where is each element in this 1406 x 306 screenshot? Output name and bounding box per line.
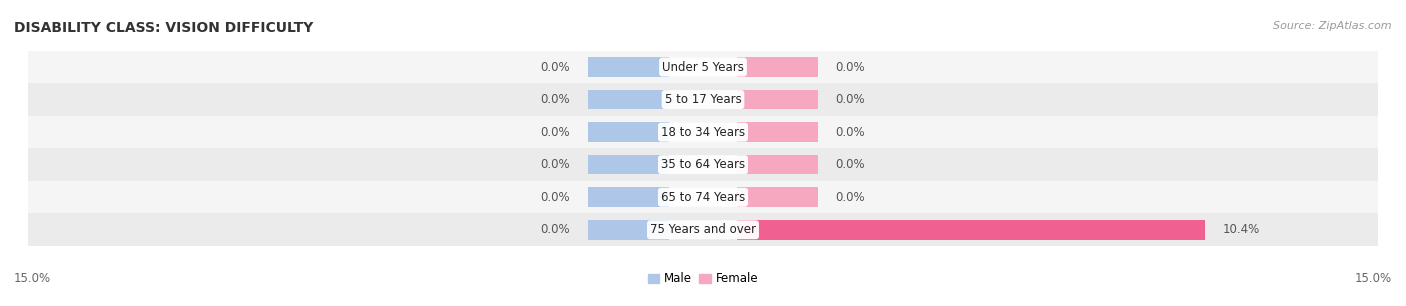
- Text: Source: ZipAtlas.com: Source: ZipAtlas.com: [1274, 21, 1392, 32]
- Bar: [588, 220, 669, 240]
- Bar: [28, 116, 1378, 148]
- Text: 0.0%: 0.0%: [835, 158, 865, 171]
- Bar: [588, 122, 669, 142]
- Bar: [737, 122, 818, 142]
- Bar: [737, 188, 818, 207]
- Text: 0.0%: 0.0%: [541, 126, 571, 139]
- Text: 15.0%: 15.0%: [1355, 272, 1392, 285]
- Bar: [28, 214, 1378, 246]
- Bar: [588, 188, 669, 207]
- Text: 0.0%: 0.0%: [541, 93, 571, 106]
- Bar: [737, 57, 818, 77]
- Text: DISABILITY CLASS: VISION DIFFICULTY: DISABILITY CLASS: VISION DIFFICULTY: [14, 21, 314, 35]
- Text: 0.0%: 0.0%: [541, 158, 571, 171]
- Text: 0.0%: 0.0%: [835, 126, 865, 139]
- Text: Under 5 Years: Under 5 Years: [662, 61, 744, 73]
- Bar: [28, 181, 1378, 214]
- Text: 0.0%: 0.0%: [541, 223, 571, 236]
- Text: 0.0%: 0.0%: [835, 191, 865, 204]
- Bar: [28, 51, 1378, 83]
- Text: 15.0%: 15.0%: [14, 272, 51, 285]
- Text: 65 to 74 Years: 65 to 74 Years: [661, 191, 745, 204]
- Bar: [588, 155, 669, 174]
- Text: 18 to 34 Years: 18 to 34 Years: [661, 126, 745, 139]
- Text: 0.0%: 0.0%: [835, 61, 865, 73]
- Text: 5 to 17 Years: 5 to 17 Years: [665, 93, 741, 106]
- Text: 0.0%: 0.0%: [835, 93, 865, 106]
- Bar: [737, 90, 818, 109]
- Bar: [737, 220, 1205, 240]
- Text: 75 Years and over: 75 Years and over: [650, 223, 756, 236]
- Legend: Male, Female: Male, Female: [643, 268, 763, 290]
- Bar: [28, 148, 1378, 181]
- Text: 0.0%: 0.0%: [541, 61, 571, 73]
- Bar: [588, 57, 669, 77]
- Text: 35 to 64 Years: 35 to 64 Years: [661, 158, 745, 171]
- Bar: [737, 155, 818, 174]
- Text: 0.0%: 0.0%: [541, 191, 571, 204]
- Bar: [588, 90, 669, 109]
- Bar: [28, 83, 1378, 116]
- Text: 10.4%: 10.4%: [1223, 223, 1260, 236]
